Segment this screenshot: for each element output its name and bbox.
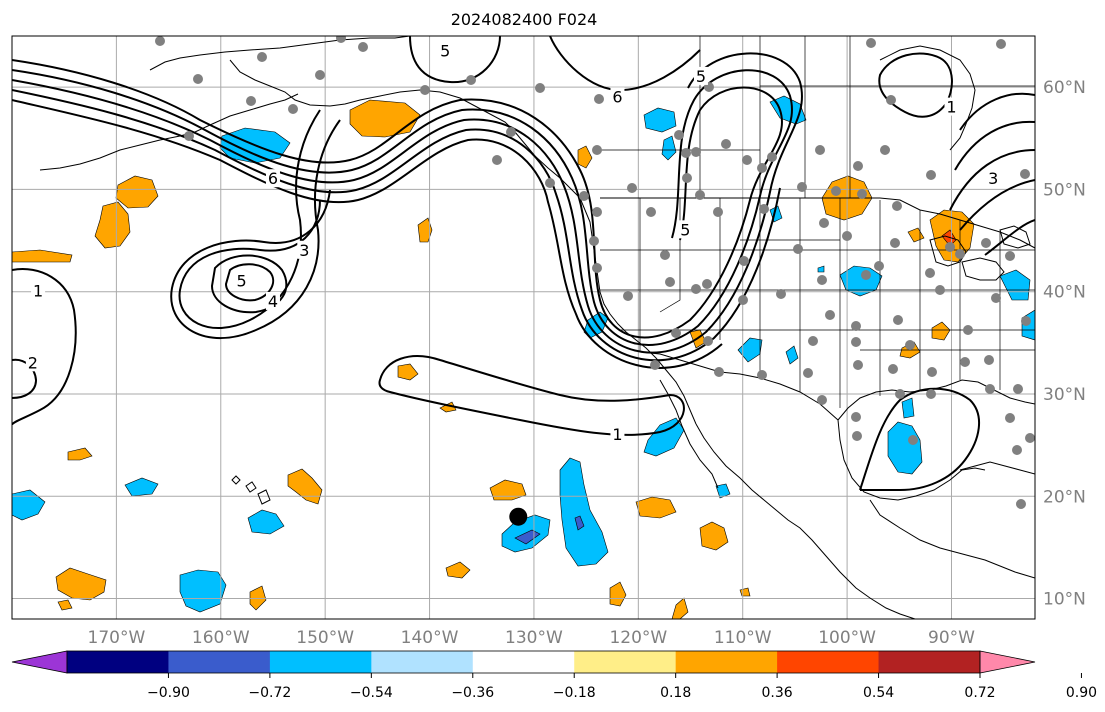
colorbar-tick-label: 0.18: [660, 685, 691, 701]
colorbar-segment: [878, 651, 981, 673]
contour-label: 5: [680, 220, 690, 239]
colorbar-tick-label: −0.36: [451, 685, 494, 701]
colorbar-segment: [675, 651, 778, 673]
colorbar: [11, 650, 1036, 674]
colorbar-tick-label: −0.72: [248, 685, 291, 701]
colorbar-tick-label: −0.18: [553, 685, 596, 701]
lat-tick-label: 60°N: [1043, 78, 1086, 98]
lon-tick-label: 90°W: [928, 628, 975, 648]
contour-label-bg: [265, 291, 280, 310]
contour-label: 2: [28, 353, 38, 372]
contour-label: 5: [696, 67, 706, 86]
contour-label-bg: [25, 353, 40, 372]
contour-label-bg: [610, 424, 625, 443]
contour-label: 3: [299, 241, 309, 260]
lat-tick-label: 40°N: [1043, 283, 1086, 303]
station-dots: [155, 36, 1035, 509]
colorbar-tick-label: 0.54: [863, 685, 894, 701]
contour-label: 5: [440, 41, 450, 60]
colorbar-tick-label: 0.90: [1066, 685, 1097, 701]
lon-tick-label: 110°W: [714, 628, 772, 648]
colorbar-tick-label: 0.72: [964, 685, 995, 701]
contour-labels: 1 2 3 4 5 6 5 6 5 5 1 1 3: [25, 41, 1001, 444]
anomaly-shading: [12, 95, 1035, 619]
colorbar-segment: [269, 651, 372, 673]
contour-label: 1: [612, 425, 622, 444]
contour-label: 3: [988, 169, 998, 188]
colorbar-extend-low: [11, 650, 68, 674]
lat-tick-label: 50°N: [1043, 180, 1086, 200]
lat-tick-label: 20°N: [1043, 487, 1086, 507]
contour-label-bg: [297, 240, 312, 259]
colorbar-segment: [371, 651, 474, 673]
contour-label-bg: [438, 41, 453, 60]
colorbar-segment: [472, 651, 575, 673]
latitude-labels: 10°N 20°N 30°N 40°N 50°N 60°N: [1043, 78, 1086, 609]
colorbar-segment: [168, 651, 271, 673]
contour-label-bg: [678, 220, 693, 239]
lon-tick-label: 160°W: [192, 628, 250, 648]
contour-label: 5: [237, 271, 247, 290]
colorbar-segment: [574, 651, 677, 673]
lon-tick-label: 140°W: [401, 628, 459, 648]
map-title: 2024082400 F024: [450, 10, 598, 29]
lon-tick-label: 120°W: [609, 628, 667, 648]
contour-label: 1: [946, 98, 956, 117]
lon-tick-label: 130°W: [505, 628, 563, 648]
lat-tick-label: 30°N: [1043, 385, 1086, 405]
lat-tick-label: 10°N: [1043, 590, 1086, 610]
contour-label-bg: [693, 66, 708, 85]
contour-label: 6: [268, 169, 278, 188]
contour-label-bg: [31, 281, 46, 300]
contour-label-bg: [986, 169, 1001, 188]
colorbar-tick-label: −0.54: [350, 685, 393, 701]
colorbar-segment: [67, 651, 169, 673]
map-frame: [11, 35, 1036, 620]
colorbar-segment: [777, 651, 880, 673]
colorbar-tick-label: −0.90: [147, 685, 190, 701]
contour-label: 4: [268, 292, 278, 311]
colorbar-tick-label: 0.36: [762, 685, 793, 701]
contour-label-bg: [265, 169, 280, 188]
lon-tick-label: 100°W: [818, 628, 876, 648]
lon-tick-label: 150°W: [296, 628, 354, 648]
lon-tick-label: 170°W: [88, 628, 146, 648]
contour-label: 6: [612, 87, 622, 106]
contour-label-bg: [944, 97, 959, 116]
colorbar-extend-high: [979, 650, 1036, 674]
contour-label: 1: [33, 282, 43, 301]
longitude-labels: 170°W 160°W 150°W 140°W 130°W 120°W 110°W 100°W…: [88, 628, 976, 648]
contour-label-bg: [610, 87, 625, 106]
colorbar-outline: [66, 650, 981, 674]
location-marker: [509, 507, 528, 526]
colorbar-labels: −0.90 −0.72 −0.54 −0.36 −0.18 0.18 0.36 0.54 0.7…: [147, 673, 1097, 701]
contour-label-bg: [234, 271, 249, 290]
